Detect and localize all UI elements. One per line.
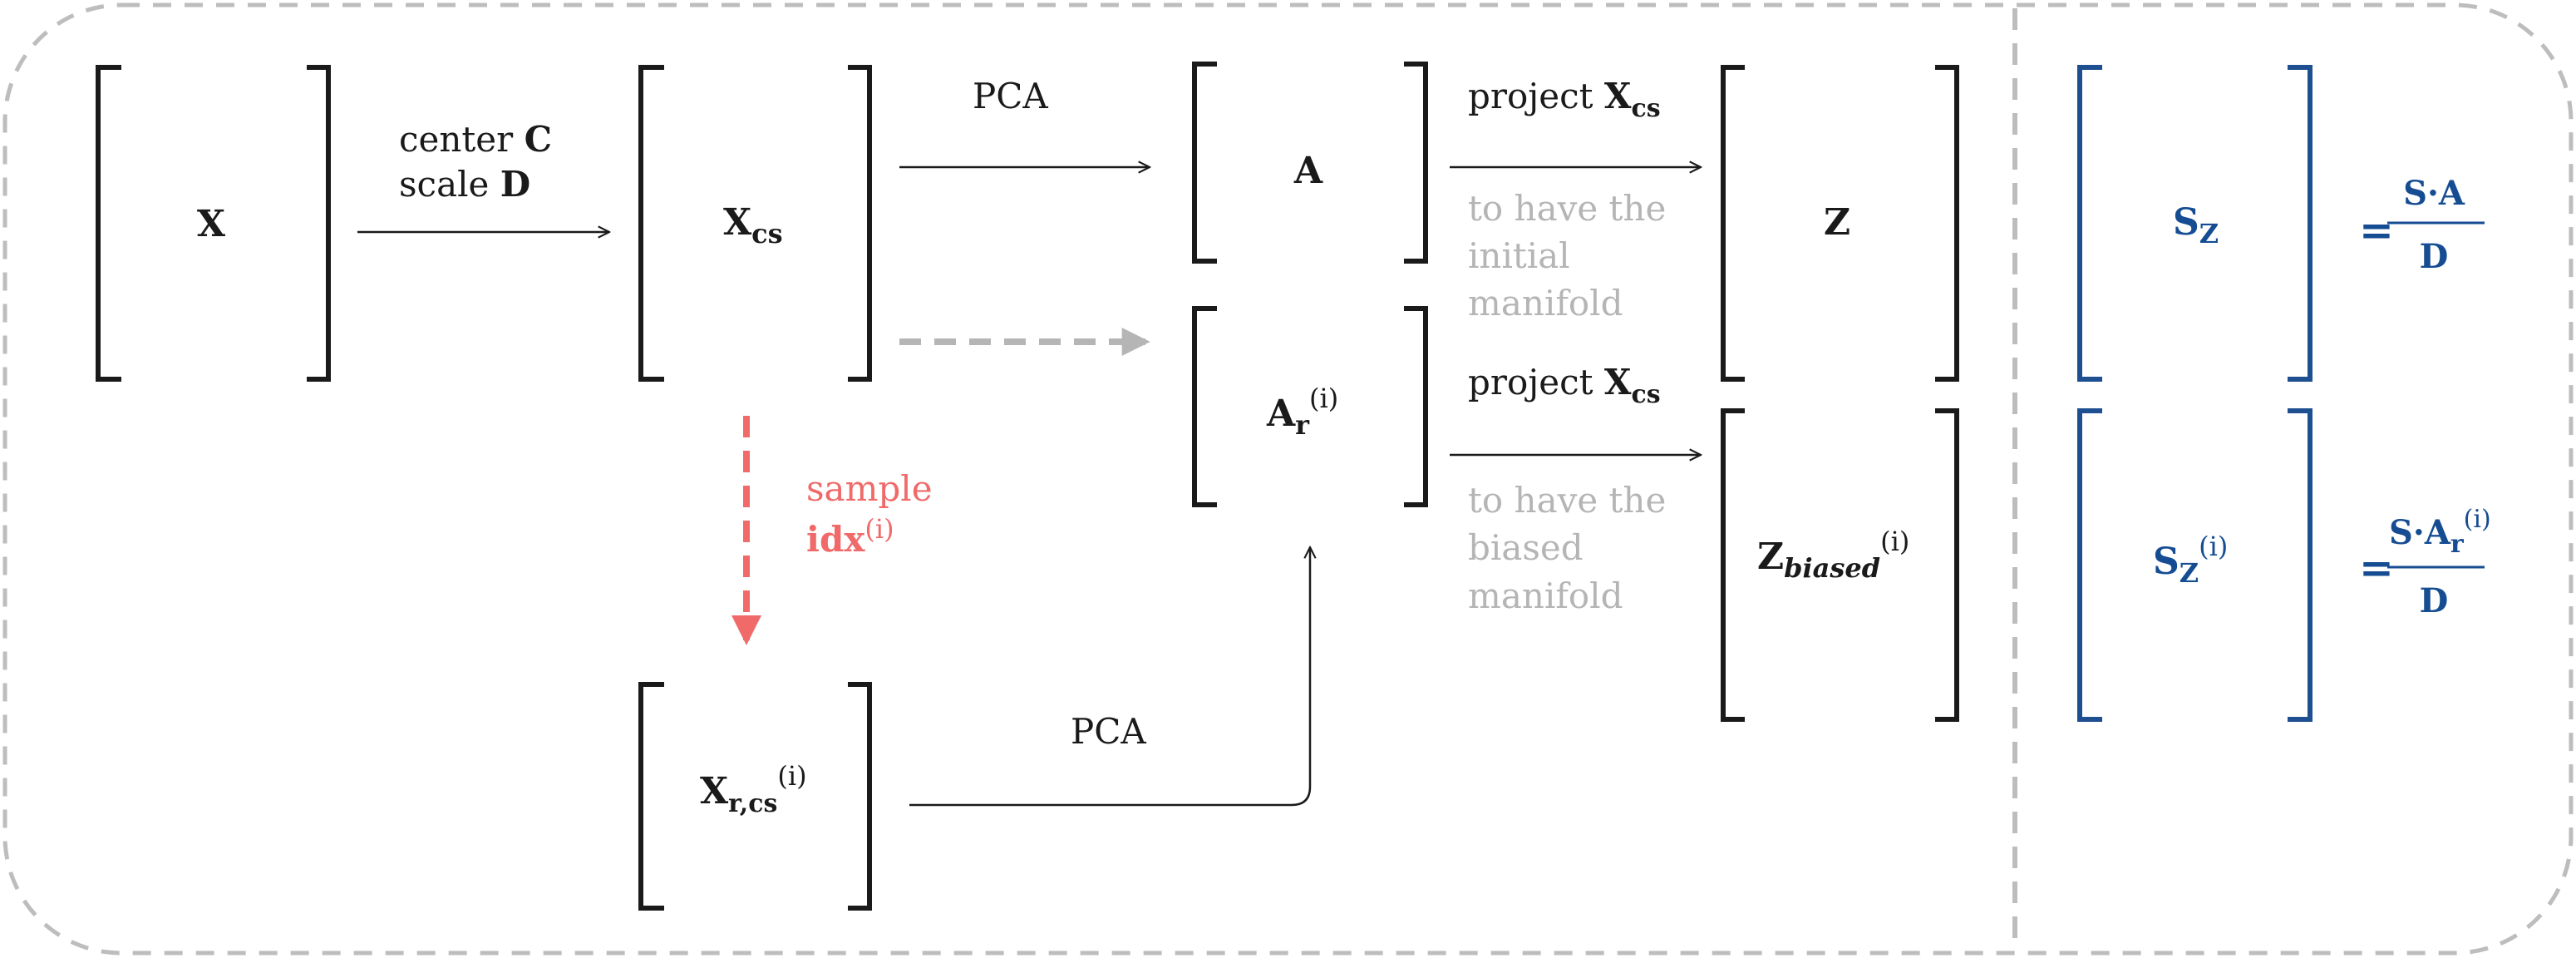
matrix-x-label: X: [197, 203, 226, 245]
initial-manifold-note: to have the initial manifold: [1468, 188, 1666, 323]
matrix-ar-label: Ar(i): [1266, 383, 1338, 441]
bracket-right: [1935, 408, 1959, 722]
equals-sign: =: [2359, 205, 2394, 254]
biased-manifold-note: to have the biased manifold: [1468, 480, 1666, 616]
svg-text:initial: initial: [1468, 235, 1570, 276]
svg-text:idx(i): idx(i): [806, 513, 894, 560]
bracket-left: [1192, 62, 1217, 264]
arrow-xrcs-to-ar: [909, 547, 1310, 807]
bracket-right: [1404, 62, 1428, 264]
bracket-right: [2288, 408, 2312, 722]
sample-sup: (i): [864, 513, 894, 545]
matrix-zbiased: Zbiased(i): [1721, 408, 1959, 722]
formula-numerator: S·Ar(i): [2389, 505, 2491, 559]
center-var: C: [525, 119, 552, 160]
matrix-z-label: Z: [1824, 201, 1850, 244]
center-word: center: [399, 119, 525, 160]
sample-word: sample: [806, 468, 933, 509]
formula-sz-i: = S·Ar(i) D: [2359, 505, 2491, 620]
sample-label: sample idx(i): [806, 468, 933, 560]
formula-denominator: D: [2420, 237, 2449, 276]
matrix-sz-i: SZ(i): [2077, 408, 2312, 722]
matrix-xrcs: Xr,cs(i): [638, 682, 872, 911]
matrix-a-label: A: [1293, 150, 1323, 192]
matrix-xrcs-label: Xr,cs(i): [700, 760, 807, 818]
bracket-left: [2077, 408, 2102, 722]
matrix-a: A: [1192, 62, 1428, 264]
pca-bottom-label: PCA: [1071, 711, 1146, 752]
matrix-zbiased-label: Zbiased(i): [1757, 526, 1909, 584]
sample-idx: idx: [806, 519, 865, 560]
bracket-left: [1721, 65, 1745, 382]
center-scale-label: center C scale D: [399, 119, 552, 205]
svg-text:manifold: manifold: [1468, 575, 1623, 616]
matrix-z: Z: [1721, 65, 1959, 382]
bracket-right: [2288, 65, 2312, 382]
formula-numerator: S·A: [2403, 174, 2465, 213]
matrix-xcs-label: Xcs: [723, 201, 783, 249]
matrix-x: X: [96, 65, 331, 382]
bracket-left: [2077, 65, 2102, 382]
bracket-right: [848, 682, 872, 911]
svg-text:manifold: manifold: [1468, 283, 1623, 323]
svg-text:to have the: to have the: [1468, 480, 1666, 521]
project-bottom-label: project Xcs: [1468, 362, 1661, 409]
svg-text:biased: biased: [1468, 527, 1584, 568]
scale-word: scale: [399, 164, 500, 205]
svg-text:scale D: scale D: [399, 164, 530, 205]
scale-var: D: [500, 164, 530, 205]
bracket-right: [848, 65, 872, 382]
formula-sz: = S·A D: [2359, 174, 2485, 276]
bracket-left: [1192, 306, 1217, 507]
bracket-left: [96, 65, 121, 382]
matrix-sz: SZ: [2077, 65, 2312, 382]
pca-top-label: PCA: [973, 76, 1048, 116]
formula-denominator: D: [2420, 581, 2449, 620]
bracket-left: [638, 682, 664, 911]
bracket-right: [1404, 306, 1428, 507]
matrix-sz-label: SZ: [2173, 201, 2219, 249]
matrix-sz-i-label: SZ(i): [2153, 531, 2228, 589]
bracket-left: [1721, 408, 1745, 722]
bracket-left: [638, 65, 664, 382]
project-top-label: project Xcs: [1468, 76, 1661, 123]
bracket-right: [1935, 65, 1959, 382]
matrix-ar: Ar(i): [1192, 306, 1428, 507]
svg-text:to have the: to have the: [1468, 188, 1666, 229]
svg-text:center C: center C: [399, 119, 552, 160]
bracket-right: [307, 65, 331, 382]
matrix-xcs: Xcs: [638, 65, 872, 382]
